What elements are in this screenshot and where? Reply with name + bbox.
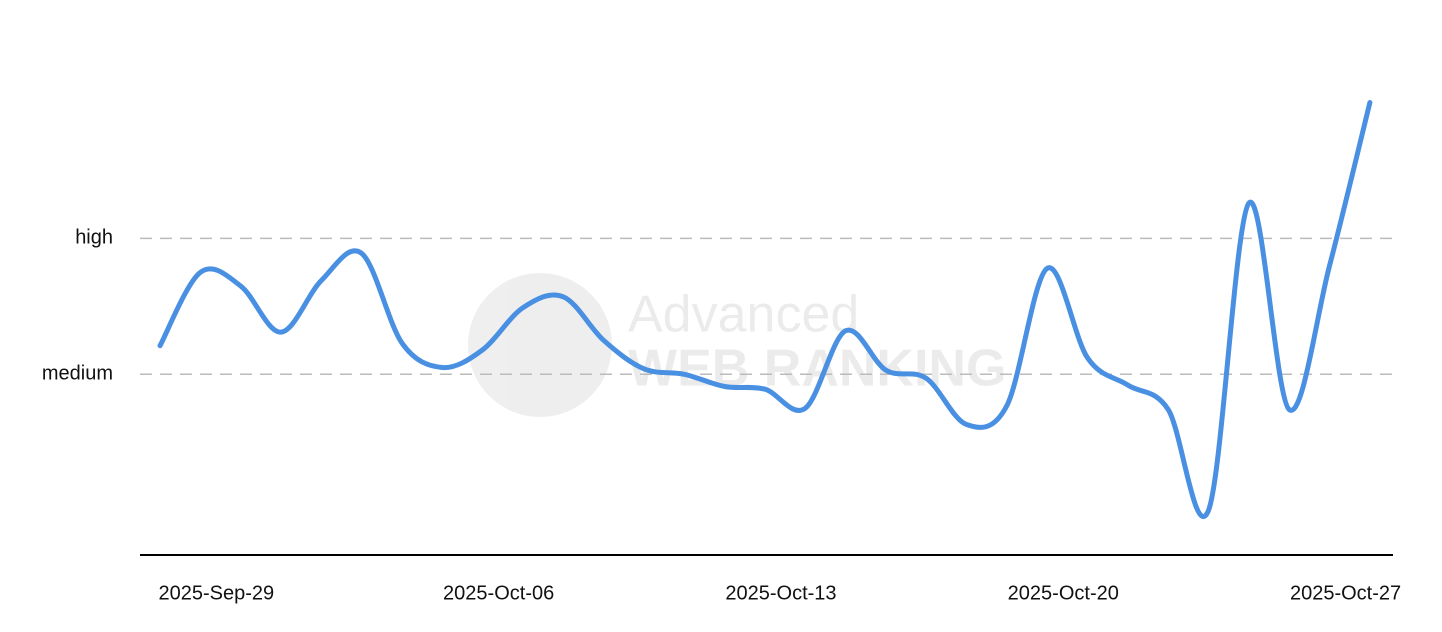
- x-tick-label: 2025-Oct-20: [1008, 582, 1119, 604]
- x-tick-label: 2025-Oct-27: [1290, 582, 1401, 604]
- x-tick-label: 2025-Oct-13: [725, 582, 836, 604]
- x-tick-label: 2025-Sep-29: [159, 582, 275, 604]
- y-tick-label: medium: [42, 363, 113, 385]
- watermark-text: Advanced: [628, 286, 859, 344]
- y-tick-label: high: [75, 227, 113, 249]
- x-tick-label: 2025-Oct-06: [443, 582, 554, 604]
- line-series: [157, 100, 1373, 520]
